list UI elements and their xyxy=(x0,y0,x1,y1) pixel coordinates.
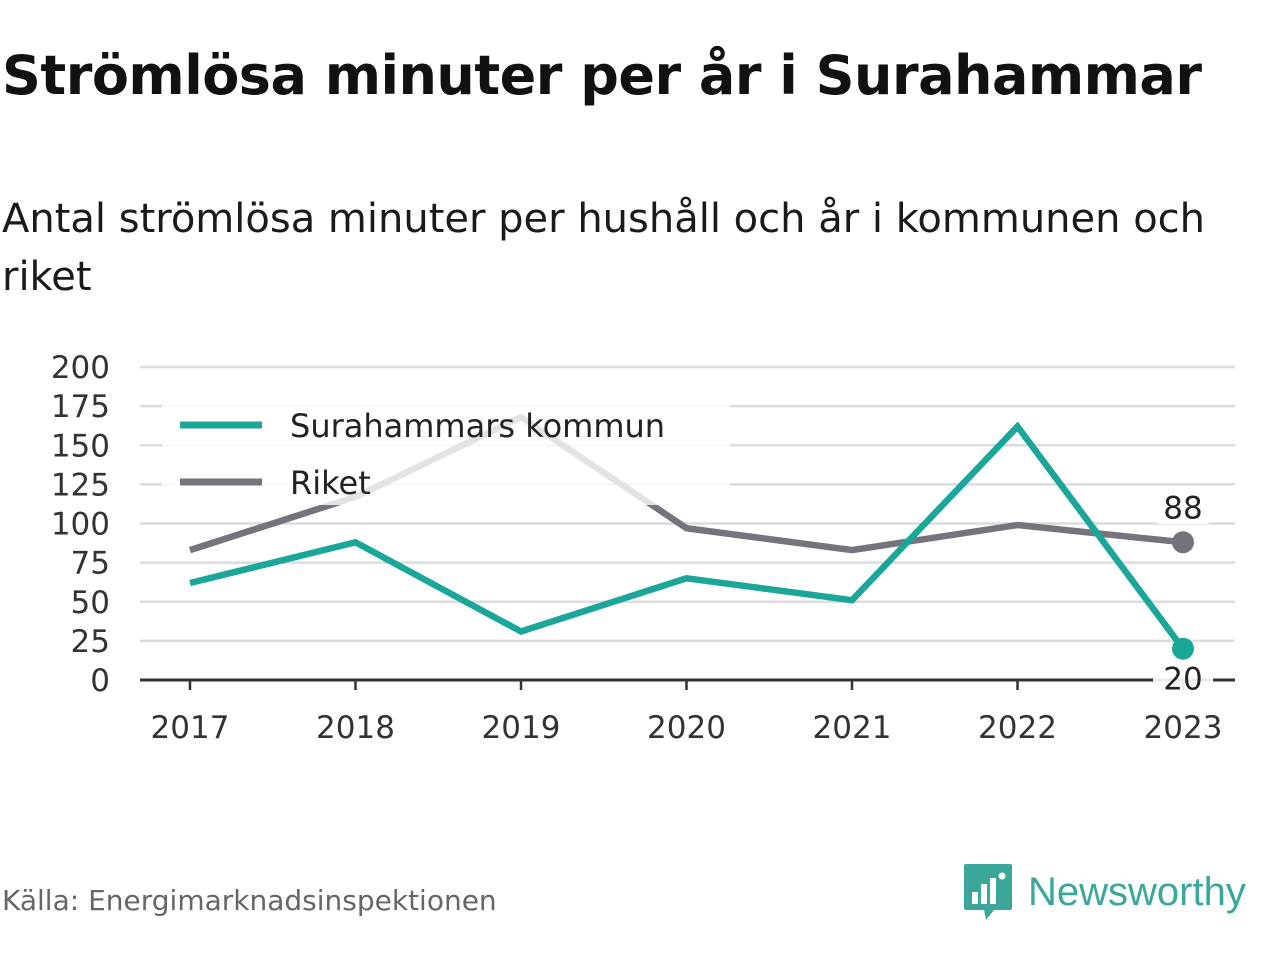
y-tick-label: 100 xyxy=(51,507,110,543)
x-tick-label: 2022 xyxy=(978,710,1057,746)
legend: Surahammars kommun Riket xyxy=(162,400,730,505)
brand-name: Newsworthy xyxy=(1028,869,1246,914)
chart-title: Strömlösa minuter per år i Surahammar xyxy=(2,44,1202,107)
y-tick-label: 75 xyxy=(71,546,110,582)
y-tick-label: 150 xyxy=(51,428,110,464)
x-tick-label: 2023 xyxy=(1144,710,1223,746)
x-tick-label: 2020 xyxy=(647,710,726,746)
legend-background xyxy=(162,400,730,505)
y-tick-label: 175 xyxy=(51,389,110,425)
brand-logo: Newsworthy xyxy=(962,862,1246,922)
x-tick-label: 2018 xyxy=(316,710,395,746)
x-tick-label: 2019 xyxy=(482,710,561,746)
newsworthy-chart-logo-icon xyxy=(964,864,1012,920)
end-value-label-riket: 88 xyxy=(1163,490,1202,526)
x-axis-ticks: 2017 2018 2019 2020 2021 2022 2023 xyxy=(151,680,1223,746)
y-tick-label: 0 xyxy=(90,663,110,699)
y-tick-label: 200 xyxy=(51,350,110,386)
source-note: Källa: Energimarknadsinspektionen xyxy=(2,884,497,917)
end-labels: 88 20 xyxy=(1153,486,1213,698)
legend-label: Surahammars kommun xyxy=(290,407,665,445)
y-tick-label: 125 xyxy=(51,467,110,503)
y-tick-label: 50 xyxy=(71,585,110,621)
x-tick-label: 2021 xyxy=(813,710,892,746)
end-value-label-surahammar: 20 xyxy=(1163,662,1202,698)
label-background xyxy=(1153,660,1213,697)
end-point-marker xyxy=(1172,531,1194,554)
y-tick-label: 25 xyxy=(71,624,110,660)
series-line-surahammar xyxy=(189,421,1186,651)
legend-label: Riket xyxy=(290,464,371,502)
end-point-marker xyxy=(1172,637,1194,660)
chart-subtitle: Antal strömlösa minuter per hushåll och … xyxy=(2,196,1206,300)
label-background xyxy=(1153,486,1213,525)
x-tick-label: 2017 xyxy=(151,710,230,746)
